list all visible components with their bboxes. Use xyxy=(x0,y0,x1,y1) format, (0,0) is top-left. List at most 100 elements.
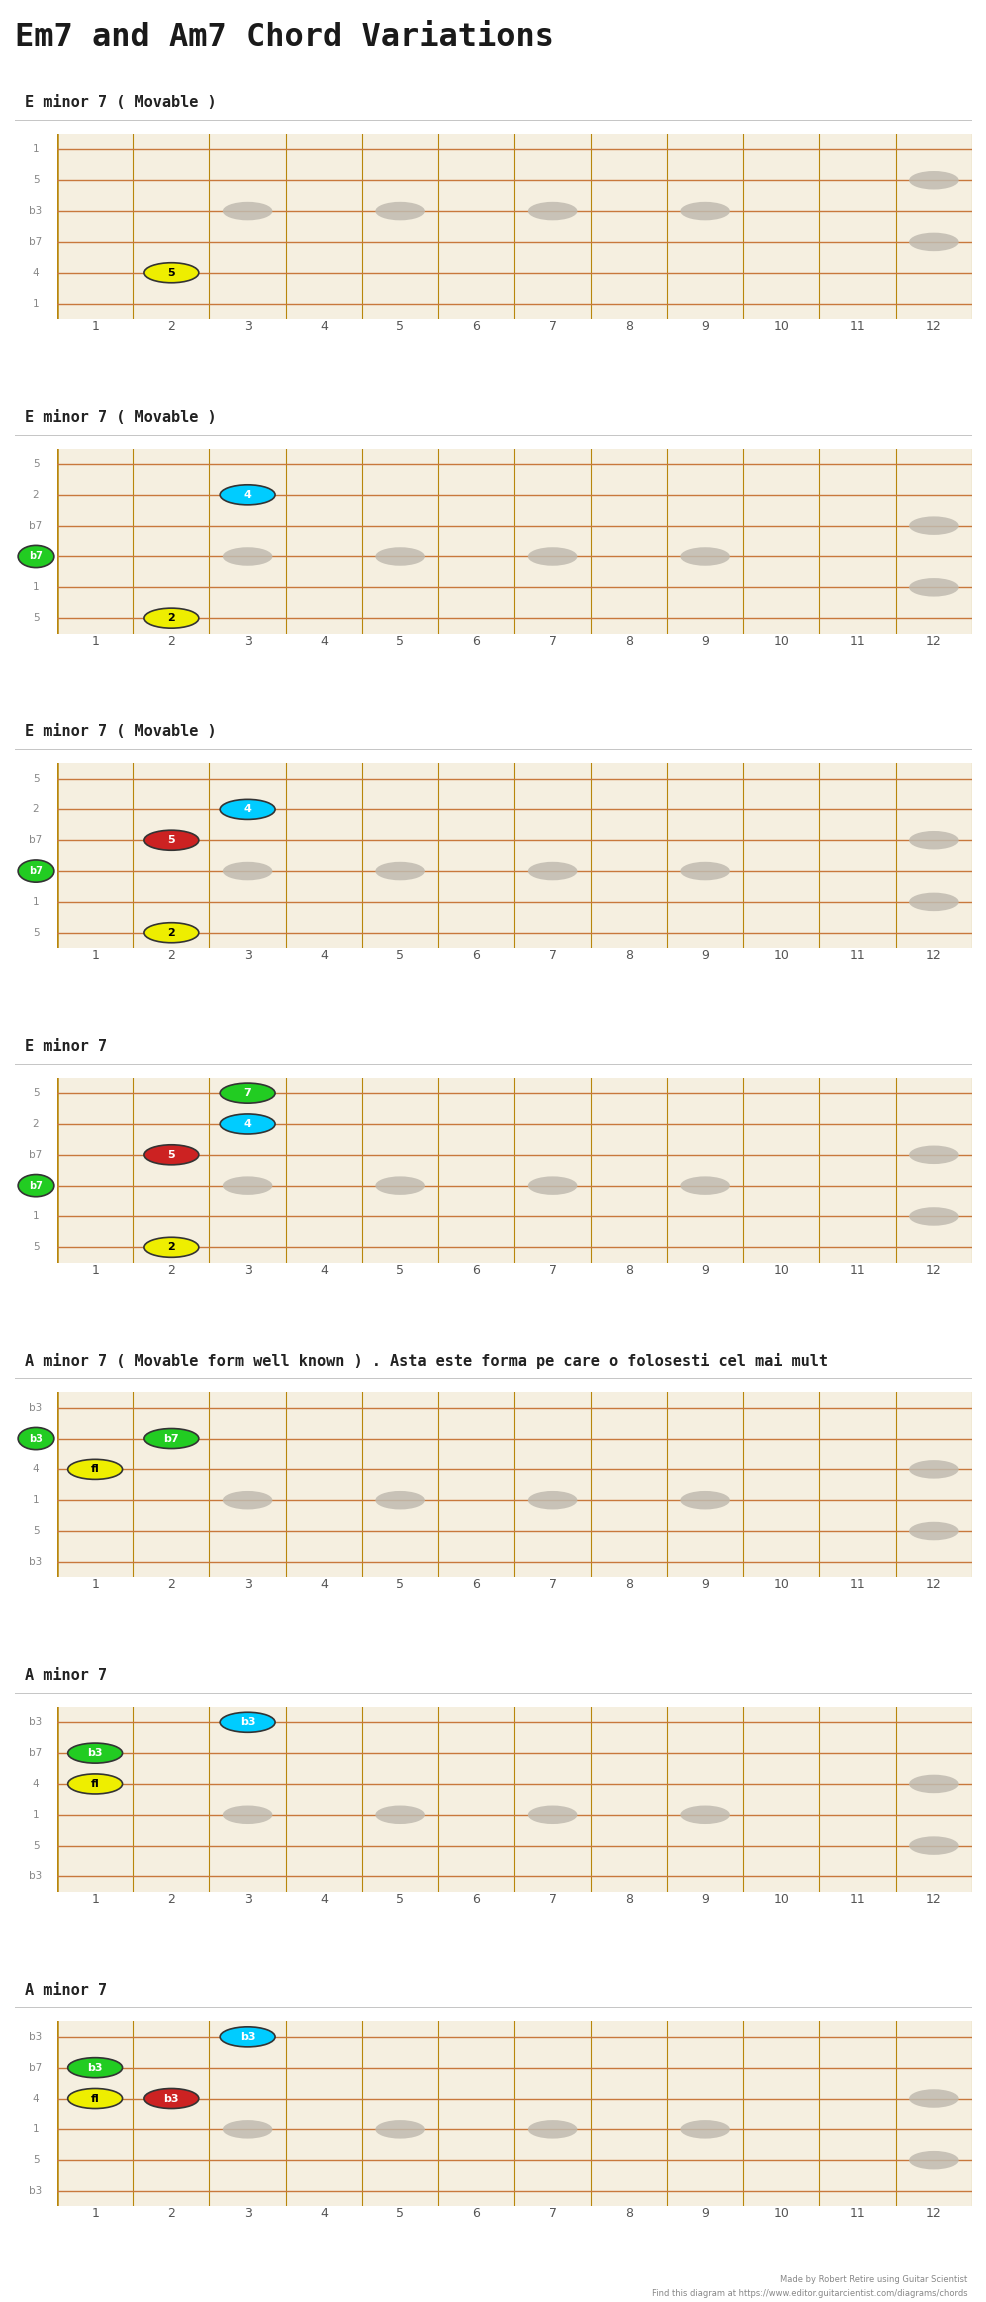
Text: 4: 4 xyxy=(319,635,327,647)
Ellipse shape xyxy=(220,799,275,820)
Text: 4: 4 xyxy=(244,803,251,815)
Text: 4: 4 xyxy=(319,1579,327,1591)
Text: b7: b7 xyxy=(30,1747,42,1759)
Text: b3: b3 xyxy=(30,1402,42,1413)
Text: 2: 2 xyxy=(168,928,176,937)
Text: 12: 12 xyxy=(925,1264,941,1278)
Ellipse shape xyxy=(908,1206,957,1225)
Text: b7: b7 xyxy=(29,866,43,877)
Text: 10: 10 xyxy=(773,1579,789,1591)
Ellipse shape xyxy=(144,923,198,944)
Text: 8: 8 xyxy=(624,1892,632,1906)
Text: A minor 7: A minor 7 xyxy=(25,1982,106,1998)
Text: 2: 2 xyxy=(33,803,39,815)
Text: 3: 3 xyxy=(244,635,251,647)
Text: 2: 2 xyxy=(168,1579,176,1591)
Text: 10: 10 xyxy=(773,1264,789,1278)
Text: 5: 5 xyxy=(395,1579,403,1591)
Text: 1: 1 xyxy=(91,320,99,334)
Text: 5: 5 xyxy=(395,1264,403,1278)
Ellipse shape xyxy=(223,203,272,221)
Text: E minor 7 ( Movable ): E minor 7 ( Movable ) xyxy=(25,94,216,110)
Text: E minor 7 ( Movable ): E minor 7 ( Movable ) xyxy=(25,410,216,426)
Text: b3: b3 xyxy=(30,2033,42,2042)
Text: b3: b3 xyxy=(30,2187,42,2196)
Text: 12: 12 xyxy=(925,635,941,647)
Text: 1: 1 xyxy=(91,1264,99,1278)
Text: 10: 10 xyxy=(773,635,789,647)
Ellipse shape xyxy=(68,1459,122,1480)
Text: 4: 4 xyxy=(244,490,251,500)
Text: 8: 8 xyxy=(624,1264,632,1278)
Text: 4: 4 xyxy=(319,1892,327,1906)
Text: 12: 12 xyxy=(925,320,941,334)
Text: 3: 3 xyxy=(244,1264,251,1278)
Ellipse shape xyxy=(908,233,957,251)
Ellipse shape xyxy=(375,548,425,566)
Text: 11: 11 xyxy=(849,1579,865,1591)
Text: E minor 7: E minor 7 xyxy=(25,1038,106,1054)
Text: Em7 and Am7 Chord Variations: Em7 and Am7 Chord Variations xyxy=(15,23,553,53)
Text: 7: 7 xyxy=(548,1264,556,1278)
Text: 8: 8 xyxy=(624,1579,632,1591)
Text: b3: b3 xyxy=(30,207,42,216)
Text: 5: 5 xyxy=(33,458,39,470)
Ellipse shape xyxy=(679,2120,730,2139)
Ellipse shape xyxy=(220,1713,275,1733)
Text: 4: 4 xyxy=(33,267,39,279)
Text: 4: 4 xyxy=(319,320,327,334)
Ellipse shape xyxy=(908,578,957,596)
Text: 4: 4 xyxy=(33,2093,39,2104)
Text: 5: 5 xyxy=(33,928,39,937)
Ellipse shape xyxy=(679,1805,730,1823)
Text: b3: b3 xyxy=(88,2063,103,2072)
Text: 2: 2 xyxy=(33,1119,39,1128)
Text: 1: 1 xyxy=(91,2208,99,2221)
Text: 1: 1 xyxy=(33,2125,39,2134)
Text: 5: 5 xyxy=(395,320,403,334)
Ellipse shape xyxy=(679,1176,730,1195)
Text: E minor 7 ( Movable ): E minor 7 ( Movable ) xyxy=(25,725,216,739)
Text: fl: fl xyxy=(91,2093,100,2104)
Text: 8: 8 xyxy=(624,635,632,647)
Text: 1: 1 xyxy=(33,1496,39,1506)
Text: 5: 5 xyxy=(168,267,175,279)
Ellipse shape xyxy=(220,1084,275,1103)
Text: 10: 10 xyxy=(773,320,789,334)
Text: 9: 9 xyxy=(700,948,708,962)
Ellipse shape xyxy=(220,1114,275,1135)
Text: 7: 7 xyxy=(548,320,556,334)
Text: 6: 6 xyxy=(472,1579,480,1591)
Ellipse shape xyxy=(908,1837,957,1855)
Text: 5: 5 xyxy=(33,175,39,184)
Text: 7: 7 xyxy=(548,948,556,962)
Text: 2: 2 xyxy=(168,320,176,334)
Ellipse shape xyxy=(528,548,577,566)
Text: 5: 5 xyxy=(33,612,39,624)
Text: 9: 9 xyxy=(700,1892,708,1906)
Text: b7: b7 xyxy=(164,1434,179,1443)
Ellipse shape xyxy=(528,1492,577,1510)
Text: 5: 5 xyxy=(395,2208,403,2221)
Text: 5: 5 xyxy=(33,2155,39,2166)
Ellipse shape xyxy=(375,1805,425,1823)
Text: 3: 3 xyxy=(244,948,251,962)
Ellipse shape xyxy=(223,1492,272,1510)
Text: b7: b7 xyxy=(30,836,42,845)
Text: 2: 2 xyxy=(168,612,176,624)
Text: 11: 11 xyxy=(849,1264,865,1278)
Ellipse shape xyxy=(223,2120,272,2139)
Text: b3: b3 xyxy=(30,1717,42,1726)
Text: 5: 5 xyxy=(168,1149,175,1160)
Ellipse shape xyxy=(68,1775,122,1793)
Text: 6: 6 xyxy=(472,948,480,962)
Text: 10: 10 xyxy=(773,2208,789,2221)
Text: 2: 2 xyxy=(33,490,39,500)
Text: 1: 1 xyxy=(33,299,39,308)
Text: b7: b7 xyxy=(30,520,42,532)
Ellipse shape xyxy=(908,516,957,534)
Text: 6: 6 xyxy=(472,1264,480,1278)
Text: 1: 1 xyxy=(33,1211,39,1222)
Text: 1: 1 xyxy=(33,898,39,907)
Text: 7: 7 xyxy=(548,1892,556,1906)
